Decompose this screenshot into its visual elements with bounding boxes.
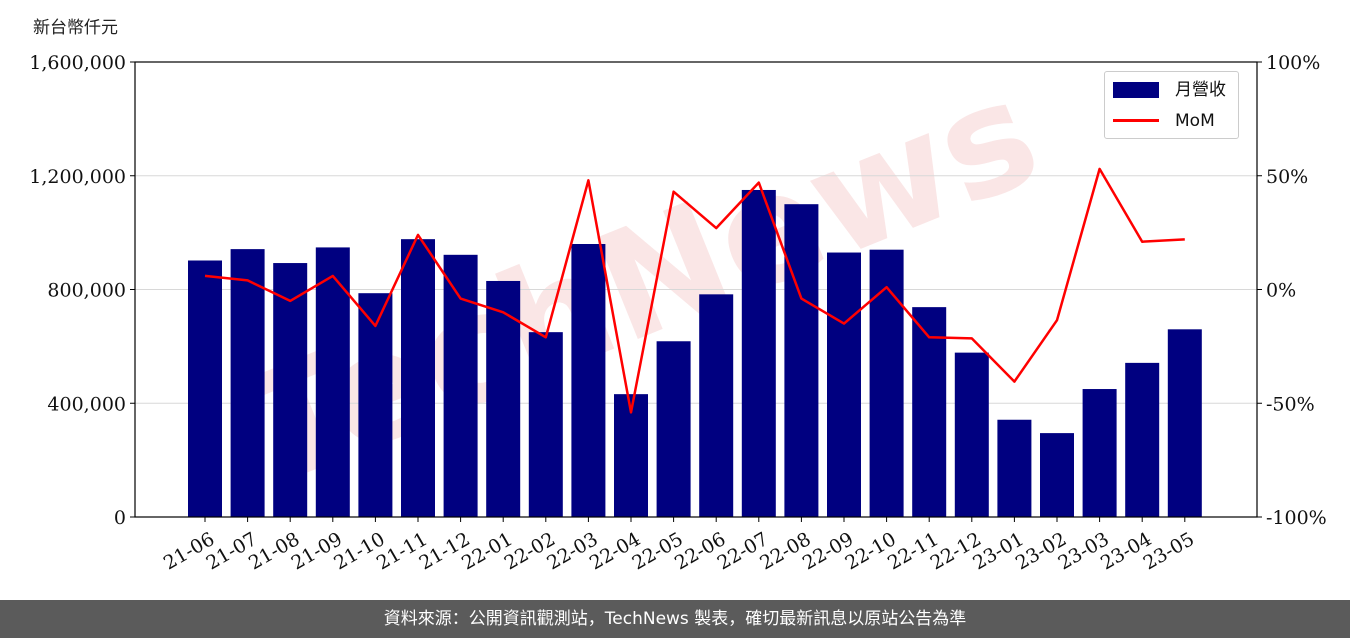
bar-22-06 — [699, 294, 734, 517]
legend-line-swatch — [1113, 119, 1159, 122]
right-tick-label-4: 100% — [1266, 52, 1320, 74]
bar-21-12 — [443, 254, 478, 517]
revenue-chart: TechNews 0400,000800,0001,200,0001,600,0… — [29, 46, 1327, 575]
legend-item-revenue: 月營收 — [1113, 78, 1233, 102]
left-tick-label-3: 1,200,000 — [29, 166, 126, 188]
bar-22-01 — [486, 280, 521, 517]
x-axis-ticks: 21-0621-0721-0821-0921-1021-1121-1222-01… — [160, 517, 1198, 574]
right-tick-label-3: 50% — [1266, 166, 1308, 188]
legend-revenue-label: 月營收 — [1175, 80, 1226, 100]
bar-22-03 — [571, 244, 606, 517]
bar-22-07 — [741, 189, 776, 517]
left-tick-label-0: 0 — [114, 507, 126, 529]
bar-23-05 — [1167, 329, 1202, 517]
right-tick-label-0: -100% — [1266, 507, 1327, 529]
bar-23-04 — [1125, 362, 1160, 517]
bar-23-01 — [997, 419, 1032, 517]
bar-22-10 — [869, 249, 904, 517]
chart-legend: 月營收 MoM — [1104, 71, 1239, 139]
right-tick-label-1: -50% — [1266, 393, 1315, 415]
legend-bar-swatch — [1113, 82, 1159, 98]
mom-line-layer — [204, 167, 1185, 414]
right-axis-ticks: -100% -50% 0% 50% 100% — [1257, 52, 1327, 529]
bar-22-05 — [656, 341, 691, 517]
bar-21-09 — [315, 247, 350, 517]
y-axis-unit-label: 新台幣仟元 — [33, 18, 118, 38]
bar-21-06 — [188, 260, 222, 517]
bar-22-02 — [528, 332, 563, 517]
left-tick-label-2: 800,000 — [47, 280, 126, 302]
bar-22-08 — [784, 204, 819, 517]
bar-21-08 — [273, 263, 308, 517]
legend-item-mom: MoM — [1113, 109, 1233, 133]
left-axis-ticks: 0 400,000 800,000 1,200,000 1,600,000 — [29, 52, 135, 529]
mom-line — [204, 167, 1185, 414]
source-footer: 資料來源：公開資訊觀測站，TechNews 製表，確切最新訊息以原站公告為準 — [0, 600, 1350, 638]
source-text: 資料來源：公開資訊觀測站，TechNews 製表，確切最新訊息以原站公告為準 — [383, 609, 967, 629]
bar-21-11 — [401, 239, 435, 517]
bar-23-03 — [1082, 389, 1117, 517]
bar-22-11 — [912, 307, 947, 517]
right-tick-label-2: 0% — [1266, 280, 1296, 302]
bar-22-09 — [827, 252, 861, 517]
revenue-bars — [188, 189, 1202, 517]
bar-23-02 — [1040, 433, 1074, 517]
left-tick-label-4: 1,600,000 — [29, 52, 126, 74]
bar-21-07 — [230, 249, 265, 517]
legend-mom-label: MoM — [1175, 111, 1215, 131]
bar-22-12 — [954, 352, 989, 517]
bar-21-10 — [358, 293, 393, 517]
left-tick-label-1: 400,000 — [47, 393, 126, 415]
bar-22-04 — [614, 394, 648, 517]
